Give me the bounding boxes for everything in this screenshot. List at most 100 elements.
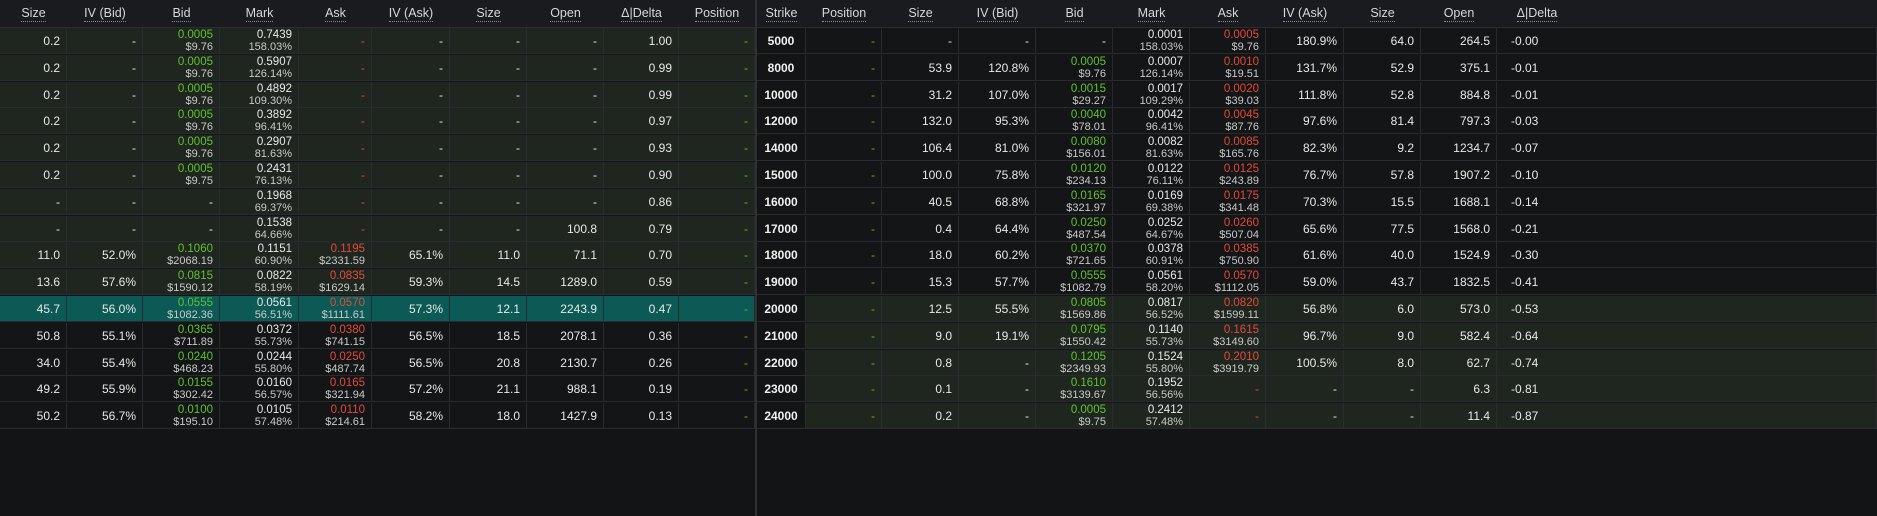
call-ask-cell[interactable]: - [299, 215, 372, 242]
header-iv-ask[interactable]: IV (Ask) [1266, 0, 1344, 27]
put-ask-cell[interactable]: - [1190, 376, 1266, 403]
header-bid[interactable]: Bid [143, 0, 220, 27]
table-row[interactable]: 50.8 55.1% 0.0365 $711.89 0.0372 55.73% 0.0380… [0, 322, 1877, 349]
call-ask-cell[interactable]: - [299, 162, 372, 188]
table-row[interactable]: 50.2 56.7% 0.0100 $195.10 0.0105 57.48% 0.0110… [0, 403, 1877, 430]
call-ask-cell[interactable]: - [299, 108, 372, 135]
header-size[interactable]: Size [1344, 0, 1421, 27]
call-ask-cell[interactable]: - [299, 188, 372, 215]
header-size[interactable]: Size [0, 0, 67, 27]
table-row[interactable]: 11.0 52.0% 0.1060 $2068.19 0.1151 60.90% 0.119… [0, 242, 1877, 269]
call-ask-cell[interactable]: - [299, 54, 372, 81]
header-delta[interactable]: Δ|Delta [604, 0, 679, 27]
call-bid-cell[interactable]: 0.0815 $1590.12 [143, 269, 220, 296]
header-mark[interactable]: Mark [1113, 0, 1190, 27]
header-delta[interactable]: Δ|Delta [1497, 0, 1577, 27]
put-bid-cell[interactable]: 0.0015 $29.27 [1036, 81, 1113, 108]
table-row[interactable]: 0.2-0.0005 $9.76 0.3892 96.41% - - - -0.97-1200… [0, 108, 1877, 135]
call-ask-cell[interactable]: - [299, 81, 372, 108]
put-bid-cell[interactable]: 0.1610 $3139.67 [1036, 376, 1113, 403]
call-bid-cell[interactable]: 0.0155 $302.42 [143, 376, 220, 403]
call-size2-cell: 14.5 [450, 269, 527, 296]
put-ask-cell[interactable]: 0.0020 $39.03 [1190, 81, 1266, 108]
header-mark[interactable]: Mark [220, 0, 299, 27]
put-ask-cell[interactable]: 0.0010 $19.51 [1190, 54, 1266, 81]
put-ask-cell[interactable]: 0.0125 $243.89 [1190, 162, 1266, 188]
header-size[interactable]: Size [450, 0, 527, 27]
iv_bid-value: 57.6% [101, 275, 136, 290]
put-bid-cell[interactable]: 0.0795 $1550.42 [1036, 322, 1113, 349]
call-ask-cell[interactable]: 0.0165 $321.94 [299, 376, 372, 403]
header-open[interactable]: Open [1421, 0, 1497, 27]
put-bid-cell[interactable]: 0.0165 $321.97 [1036, 188, 1113, 215]
call-bid-cell[interactable]: 0.0005 $9.75 [143, 162, 220, 188]
header-strike[interactable]: Strike [757, 0, 806, 27]
put-bid-cell[interactable]: 0.0555 $1082.79 [1036, 269, 1113, 296]
put-ask-cell[interactable]: 0.0005 $9.76 [1190, 28, 1266, 54]
call-bid-cell[interactable]: 0.0005 $9.76 [143, 135, 220, 162]
call-bid-cell[interactable]: 0.0005 $9.76 [143, 54, 220, 81]
put-ask-cell[interactable]: 0.2010 $3919.79 [1190, 349, 1266, 376]
ask-price: - [361, 34, 365, 48]
header-position[interactable]: Position [679, 0, 755, 27]
table-row[interactable]: - - -0.1968 69.37% - - - -0.86-16000-40.5 68.8% 0… [0, 188, 1877, 215]
call-bid-cell[interactable]: 0.0240 $468.23 [143, 349, 220, 376]
call-bid-cell[interactable]: - [143, 215, 220, 242]
put-bid-cell[interactable]: 0.0080 $156.01 [1036, 135, 1113, 162]
put-ask-cell[interactable]: 0.0570 $1112.05 [1190, 269, 1266, 296]
header-iv-bid[interactable]: IV (Bid) [959, 0, 1036, 27]
table-row[interactable]: 13.6 57.6% 0.0815 $1590.12 0.0822 58.19% 0.083… [0, 269, 1877, 296]
put-bid-cell[interactable]: - [1036, 28, 1113, 54]
put-ask-cell[interactable]: 0.0385 $750.90 [1190, 242, 1266, 269]
header-iv-ask[interactable]: IV (Ask) [372, 0, 450, 27]
call-bid-cell[interactable]: 0.0365 $711.89 [143, 322, 220, 349]
table-row[interactable]: 0.2-0.0005 $9.75 0.2431 76.13% - - - -0.90-1500… [0, 162, 1877, 188]
call-bid-cell[interactable]: 0.0555 $1082.36 [143, 296, 220, 322]
call-bid-cell[interactable]: - [143, 188, 220, 215]
call-size2-cell: - [450, 108, 527, 135]
call-ask-cell[interactable]: 0.0835 $1629.14 [299, 269, 372, 296]
call-ask-cell[interactable]: - [299, 135, 372, 162]
put-ask-cell[interactable]: 0.0820 $1599.11 [1190, 296, 1266, 322]
table-row[interactable]: - - -0.1538 64.66% - - -100.8 0.79-17000-0.4 64.… [0, 215, 1877, 242]
header-iv-bid[interactable]: IV (Bid) [67, 0, 143, 27]
table-row[interactable]: 34.0 55.4% 0.0240 $468.23 0.0244 55.80% 0.0250… [0, 349, 1877, 376]
put-bid-cell[interactable]: 0.0040 $78.01 [1036, 108, 1113, 135]
call-bid-cell[interactable]: 0.0005 $9.76 [143, 81, 220, 108]
call-bid-cell[interactable]: 0.1060 $2068.19 [143, 242, 220, 269]
call-bid-cell[interactable]: 0.0005 $9.76 [143, 108, 220, 135]
header-bid[interactable]: Bid [1036, 0, 1113, 27]
table-row[interactable]: 0.2-0.0005 $9.76 0.5907 126.14% - - - -0.99-800… [0, 54, 1877, 81]
put-ask-cell[interactable]: 0.0260 $507.04 [1190, 215, 1266, 242]
call-bid-cell[interactable]: 0.0005 $9.76 [143, 28, 220, 54]
call-bid-cell[interactable]: 0.0100 $195.10 [143, 403, 220, 430]
call-ask-cell[interactable]: 0.0380 $741.15 [299, 322, 372, 349]
call-ask-cell[interactable]: 0.1195 $2331.59 [299, 242, 372, 269]
put-bid-cell[interactable]: 0.0005 $9.76 [1036, 54, 1113, 81]
header-ask[interactable]: Ask [299, 0, 372, 27]
table-row[interactable]: 0.2-0.0005 $9.76 0.7439 158.03% - - - -1.00-500… [0, 28, 1877, 54]
put-bid-cell[interactable]: 0.0005 $9.75 [1036, 403, 1113, 430]
table-row[interactable]: 0.2-0.0005 $9.76 0.4892 109.30% - - - -0.99-100… [0, 81, 1877, 108]
put-bid-cell[interactable]: 0.1205 $2349.93 [1036, 349, 1113, 376]
call-ask-cell[interactable]: 0.0110 $214.61 [299, 403, 372, 430]
put-bid-cell[interactable]: 0.0250 $487.54 [1036, 215, 1113, 242]
header-ask[interactable]: Ask [1190, 0, 1266, 27]
table-row[interactable]: 0.2-0.0005 $9.76 0.2907 81.63% - - - -0.93-1400… [0, 135, 1877, 162]
put-bid-cell[interactable]: 0.0805 $1569.86 [1036, 296, 1113, 322]
put-ask-cell[interactable]: 0.0045 $87.76 [1190, 108, 1266, 135]
put-ask-cell[interactable]: - [1190, 403, 1266, 430]
call-ask-cell[interactable]: 0.0250 $487.74 [299, 349, 372, 376]
call-ask-cell[interactable]: 0.0570 $1111.61 [299, 296, 372, 322]
call-ask-cell[interactable]: - [299, 28, 372, 54]
table-row[interactable]: 49.2 55.9% 0.0155 $302.42 0.0160 56.57% 0.0165… [0, 376, 1877, 403]
header-position[interactable]: Position [806, 0, 882, 27]
put-bid-cell[interactable]: 0.0370 $721.65 [1036, 242, 1113, 269]
put-bid-cell[interactable]: 0.0120 $234.13 [1036, 162, 1113, 188]
put-ask-cell[interactable]: 0.0085 $165.76 [1190, 135, 1266, 162]
table-row[interactable]: 45.7 56.0% 0.0555 $1082.36 0.0561 56.51% 0.057… [0, 296, 1877, 322]
put-ask-cell[interactable]: 0.0175 $341.48 [1190, 188, 1266, 215]
header-open[interactable]: Open [527, 0, 604, 27]
header-size[interactable]: Size [882, 0, 959, 27]
put-ask-cell[interactable]: 0.1615 $3149.60 [1190, 322, 1266, 349]
